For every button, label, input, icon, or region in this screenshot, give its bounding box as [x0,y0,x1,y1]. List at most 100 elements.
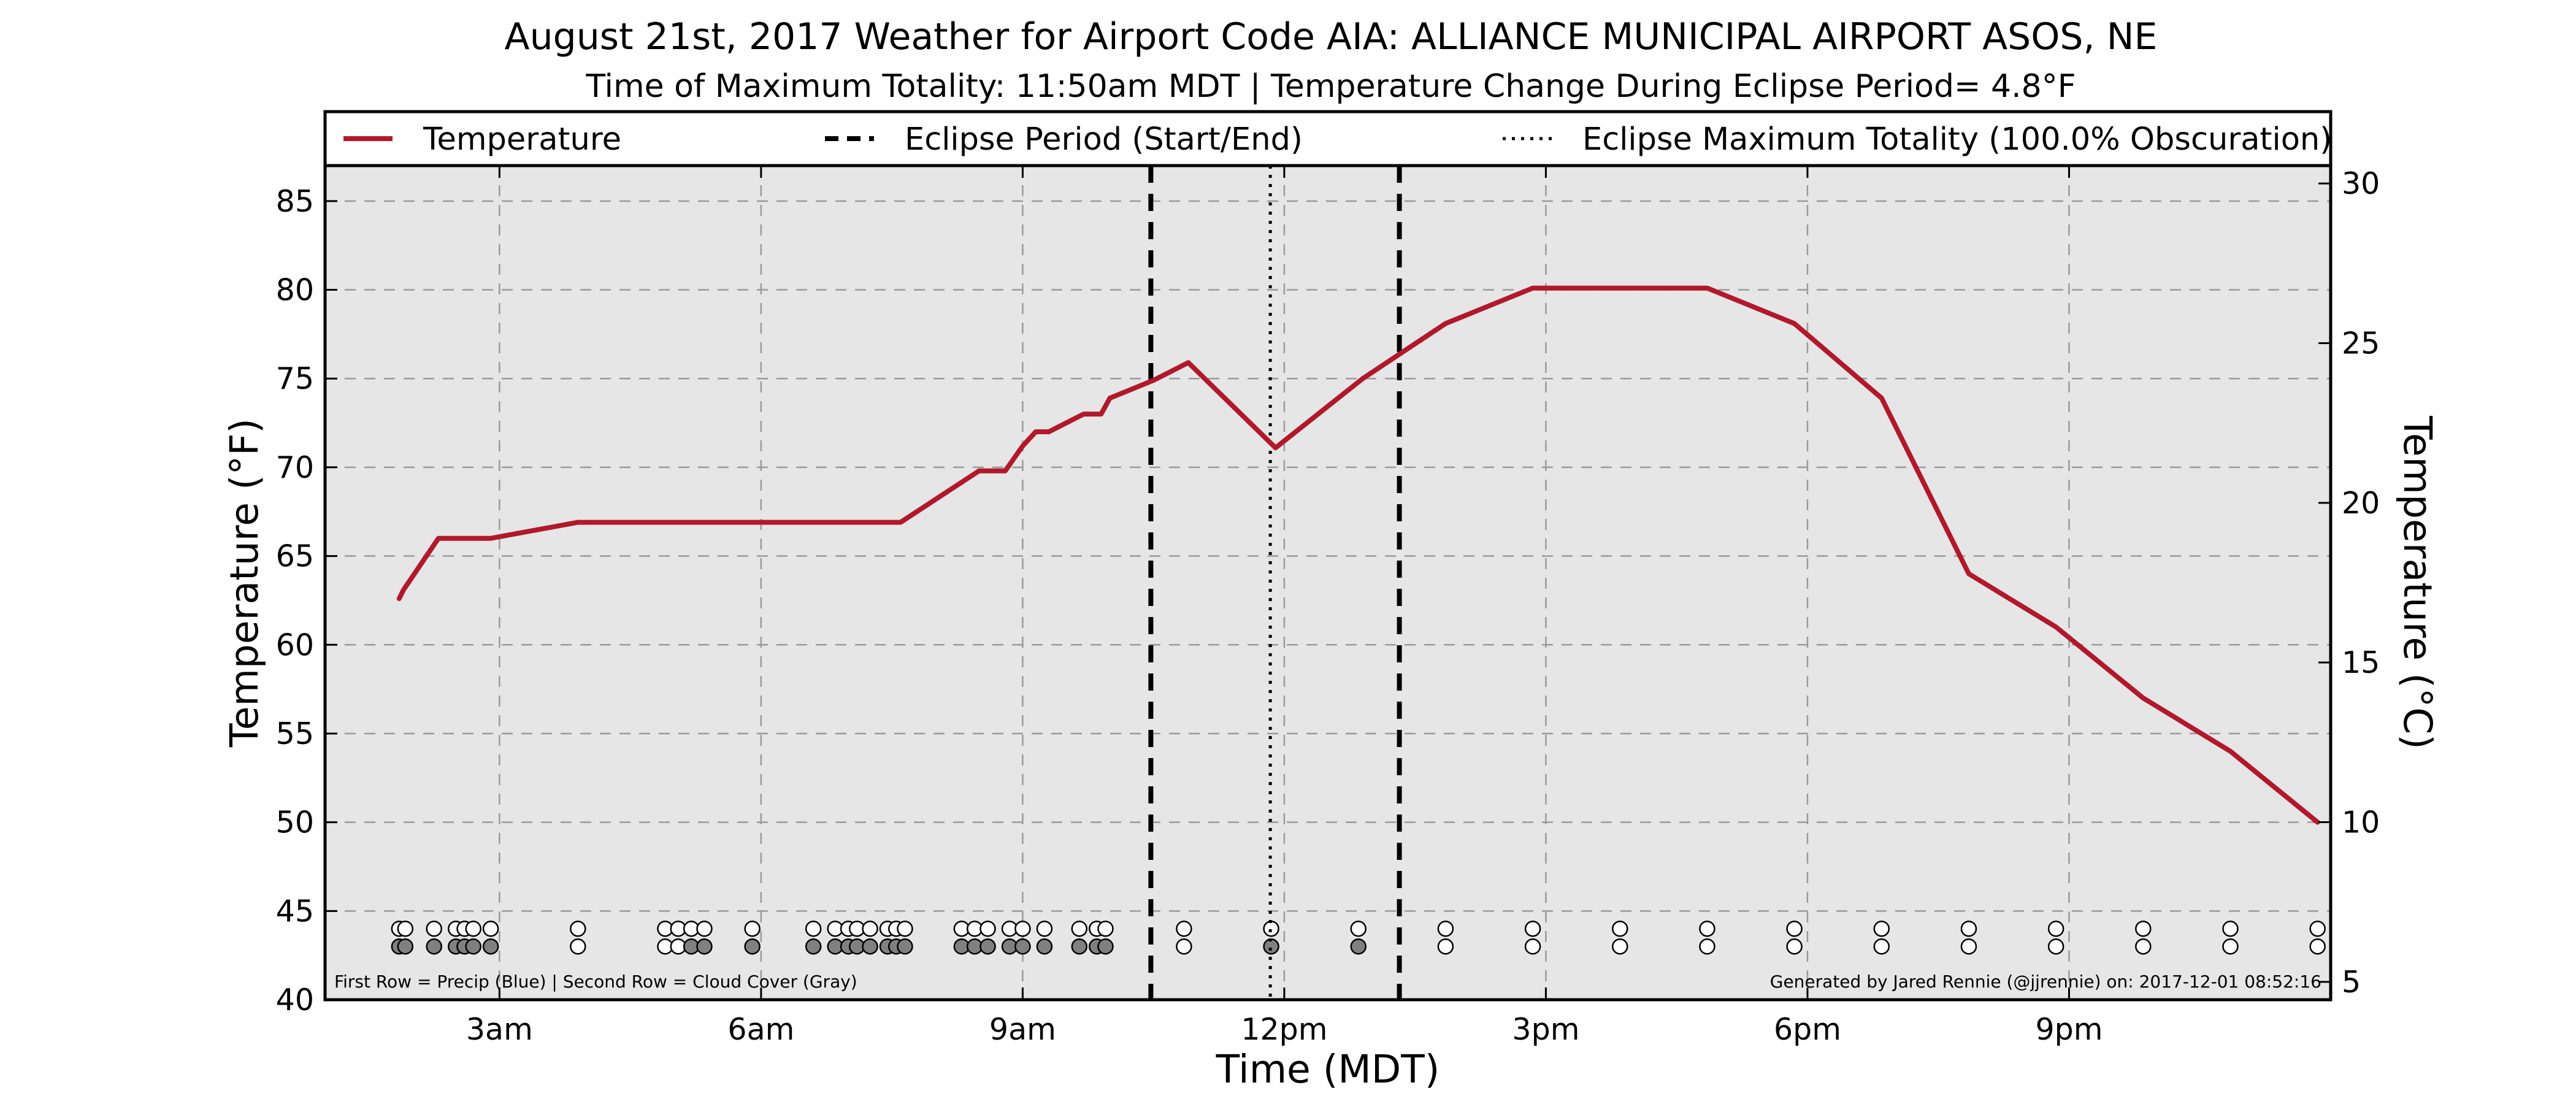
cloud-cover-marker [2309,938,2326,955]
grid-lines [325,166,2331,1000]
generated-by-note: Generated by Jared Rennie (@jjrennie) on… [1770,972,2321,992]
precip-marker [1071,921,1088,937]
cloud-cover-marker [2135,938,2152,955]
cloud-cover-marker [397,938,414,955]
precip-marker [2222,921,2239,937]
legend-label-temperature: Temperature [423,121,621,158]
chart-subtitle: Time of Maximum Totality: 11:50am MDT | … [585,68,2076,105]
precip-marker [1176,921,1192,937]
precip-marker [2047,921,2064,937]
precip-marker [1014,921,1031,937]
legend-label-max_totality: Eclipse Maximum Totality (100.0% Obscura… [1582,121,2332,158]
cloud-cover-marker [1524,938,1541,955]
x-axis-label: Time (MDT) [1216,1047,1440,1092]
y-tick-label: 75 [276,361,314,396]
y-axis-label-right: Temperature (°C) [2395,415,2440,749]
y-right-tick-label: 25 [2342,326,2380,361]
y-axis-label-left: Temperature (°F) [222,418,267,748]
y-right-tick-label: 30 [2342,166,2380,201]
precip-marker [397,921,414,937]
y-tick-label: 85 [276,184,314,219]
precip-marker [2135,921,2152,937]
precip-marker [805,921,822,937]
x-tick-label: 9pm [2035,1012,2103,1047]
temperature-line [396,285,2320,825]
cloud-cover-marker [1071,938,1088,955]
precip-marker [1036,921,1053,937]
cloud-cover-marker [2222,938,2239,955]
precip-cloud-note: First Row = Precip (Blue) | Second Row =… [334,972,857,992]
cloud-cover-marker [1014,938,1031,955]
y-right-tick-label: 10 [2342,805,2380,840]
precip-marker [570,921,586,937]
precip-marker [1524,921,1541,937]
y-tick-label: 55 [276,716,314,751]
cloud-cover-marker [979,938,996,955]
y-tick-label: 70 [276,450,314,485]
legend-box [323,110,2333,167]
cloud-cover-marker [1612,938,1628,955]
cloud-cover-marker [897,938,913,955]
precip-marker [1699,921,1715,937]
axes: 40 45 50 55 60 65 70 75 80 85 5 10 15 20 25 30 3am 6am 9am… [276,166,2380,1047]
precip-marker [1350,921,1367,937]
y-right-tick-label: 20 [2342,486,2380,521]
cloud-cover-marker [1350,938,1367,955]
precip-marker [1873,921,1890,937]
precip-marker [482,921,499,937]
eclipse-markers [1148,166,1402,1000]
cloud-cover-marker [1036,938,1053,955]
cloud-cover-marker [1699,938,1715,955]
cloud-cover-marker [1873,938,1890,955]
y-right-tick-label: 5 [2342,965,2361,1000]
precip-marker [1612,921,1628,937]
cloud-cover-marker [570,938,586,955]
precip-marker [1263,921,1279,937]
y-tick-label: 80 [276,273,314,308]
cloud-cover-marker [862,938,878,955]
precip-marker [979,921,996,937]
x-tick-label: 3am [466,1012,533,1047]
precip-marker [426,921,442,937]
cloud-cover-marker [482,938,499,955]
cloud-cover-marker [1960,938,1977,955]
temperature-series [396,285,2320,825]
precip-marker [862,921,878,937]
cloud-cover-marker [2047,938,2064,955]
precip-marker [744,921,761,937]
x-tick-label: 6am [727,1012,794,1047]
cloud-cover-marker [465,938,481,955]
precip-marker [897,921,913,937]
plot-frame [323,164,2333,1002]
observation-rows [391,921,2326,955]
precip-marker [1437,921,1454,937]
y-tick-label: 50 [276,805,314,840]
precip-marker [1786,921,1803,937]
legend-label-eclipse_period: Eclipse Period (Start/End) [905,121,1303,158]
x-tick-label: 3pm [1512,1012,1579,1047]
plot-area [325,166,2331,1000]
cloud-cover-marker [1097,938,1114,955]
cloud-cover-marker [1176,938,1192,955]
legend: Temperature Eclipse Period (Start/End) Ecl… [323,110,2333,167]
precip-marker [2309,921,2326,937]
x-tick-label: 6pm [1774,1012,1841,1047]
x-tick-label: 9am [989,1012,1056,1047]
precip-marker [696,921,713,937]
y-tick-label: 45 [276,894,314,929]
chart-title: August 21st, 2017 Weather for Airport Co… [505,15,2158,58]
cloud-cover-marker [1786,938,1803,955]
cloud-cover-marker [696,938,713,955]
x-tick-label: 12pm [1241,1012,1327,1047]
y-tick-label: 40 [276,983,314,1018]
y-tick-label: 60 [276,627,314,662]
y-tick-label: 65 [276,539,314,574]
cloud-cover-marker [805,938,822,955]
cloud-cover-marker [426,938,442,955]
cloud-cover-marker [1437,938,1454,955]
precip-marker [465,921,481,937]
precip-marker [1960,921,1977,937]
precip-marker [1097,921,1114,937]
y-right-tick-label: 15 [2342,645,2380,680]
